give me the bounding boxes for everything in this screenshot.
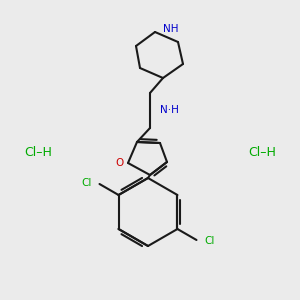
Text: NH: NH (163, 24, 178, 34)
Text: Cl–H: Cl–H (248, 146, 276, 158)
Text: Cl: Cl (81, 178, 92, 188)
Text: Cl–H: Cl–H (24, 146, 52, 158)
Text: Cl: Cl (205, 236, 215, 246)
Text: N·H: N·H (160, 105, 179, 115)
Text: O: O (116, 158, 124, 168)
